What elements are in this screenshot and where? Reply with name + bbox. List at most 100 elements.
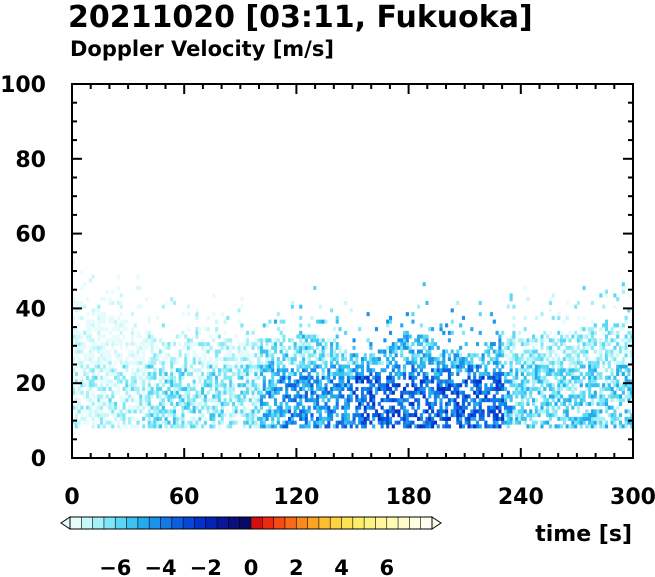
heatmap-cell	[316, 409, 320, 414]
heatmap-cell	[181, 394, 185, 399]
heatmap-cell	[624, 360, 628, 365]
heatmap-cell	[307, 345, 311, 350]
heatmap-cell	[537, 360, 541, 365]
heatmap-cell	[332, 327, 336, 332]
heatmap-cell	[215, 401, 219, 406]
heatmap-cell	[91, 312, 95, 317]
heatmap-cell	[548, 413, 552, 418]
y-tick-label: 20	[15, 372, 46, 397]
heatmap-cell	[74, 390, 78, 395]
heatmap-cell	[209, 386, 213, 391]
heatmap-cell	[304, 398, 308, 403]
heatmap-cell	[456, 353, 460, 358]
heatmap-cell	[369, 368, 373, 373]
heatmap-cell	[161, 390, 165, 395]
heatmap-cell	[74, 330, 78, 335]
heatmap-cell	[506, 342, 510, 347]
heatmap-cell	[80, 271, 84, 276]
heatmap-cell	[198, 409, 202, 414]
heatmap-cell	[133, 342, 137, 347]
heatmap-cell	[599, 394, 603, 399]
heatmap-cell	[344, 398, 348, 403]
heatmap-cell	[560, 375, 564, 380]
heatmap-cell	[97, 409, 101, 414]
heatmap-cell	[136, 360, 140, 365]
heatmap-cell	[189, 398, 193, 403]
heatmap-cell	[150, 420, 154, 425]
heatmap-cell	[170, 375, 174, 380]
heatmap-cell	[293, 398, 297, 403]
heatmap-cell	[158, 375, 163, 380]
heatmap-cell	[411, 379, 415, 384]
heatmap-cell	[391, 379, 395, 384]
heatmap-cell	[212, 338, 216, 343]
heatmap-cell	[548, 368, 552, 373]
heatmap-cell	[568, 353, 572, 358]
heatmap-cell	[217, 375, 221, 380]
heatmap-cell	[450, 364, 454, 369]
heatmap-cell	[245, 386, 250, 391]
heatmap-cell	[220, 416, 224, 421]
heatmap-cell	[108, 353, 112, 358]
heatmap-cell	[178, 368, 182, 373]
heatmap-cell	[158, 386, 163, 391]
heatmap-cell	[380, 383, 384, 388]
heatmap-cell	[150, 394, 154, 399]
heatmap-cell	[506, 360, 510, 365]
heatmap-cell	[136, 401, 140, 406]
heatmap-cell	[153, 413, 157, 418]
heatmap-cell	[411, 353, 415, 358]
heatmap-cell	[229, 368, 233, 373]
heatmap-cell	[187, 357, 191, 362]
chart-title: 20211020 [03:11, Fukuoka]	[68, 0, 533, 35]
heatmap-cell	[386, 413, 390, 418]
heatmap-cell	[189, 416, 193, 421]
heatmap-cell	[523, 327, 527, 332]
heatmap-cell	[304, 368, 308, 373]
heatmap-cell	[551, 338, 555, 343]
heatmap-cell	[459, 353, 463, 358]
heatmap-cell	[560, 334, 564, 339]
heatmap-cell	[142, 349, 146, 354]
heatmap-cell	[187, 304, 191, 309]
heatmap-cell	[302, 360, 306, 365]
heatmap-cell	[108, 297, 112, 302]
heatmap-cell	[299, 409, 303, 414]
heatmap-cell	[590, 424, 595, 429]
heatmap-cell	[226, 364, 230, 369]
heatmap-cell	[187, 420, 191, 425]
heatmap-cell	[442, 379, 446, 384]
heatmap-cell	[405, 398, 409, 403]
heatmap-cell	[122, 327, 126, 332]
heatmap-cell	[273, 390, 278, 395]
heatmap-cell	[565, 424, 569, 429]
heatmap-cell	[599, 353, 603, 358]
heatmap-cell	[576, 379, 581, 384]
heatmap-cell	[229, 424, 233, 429]
heatmap-cell	[616, 383, 620, 388]
heatmap-cell	[422, 409, 426, 414]
heatmap-cell	[307, 353, 311, 358]
heatmap-cell	[425, 338, 429, 343]
heatmap-cell	[610, 413, 614, 418]
heatmap-cell	[433, 368, 437, 373]
heatmap-cell	[588, 338, 592, 343]
heatmap-cell	[299, 349, 303, 354]
heatmap-cell	[161, 342, 165, 347]
heatmap-cell	[248, 398, 252, 403]
heatmap-cell	[209, 357, 213, 362]
heatmap-cell	[226, 345, 230, 350]
heatmap-cell	[229, 394, 233, 399]
heatmap-cell	[529, 338, 533, 343]
heatmap-cell	[105, 379, 109, 384]
heatmap-cell	[198, 420, 202, 425]
heatmap-cell	[231, 420, 235, 425]
heatmap-cell	[593, 416, 597, 421]
heatmap-cell	[436, 379, 440, 384]
heatmap-cell	[175, 390, 179, 395]
heatmap-cell	[243, 368, 247, 373]
heatmap-cell	[97, 405, 101, 410]
heatmap-cell	[596, 371, 600, 377]
heatmap-cell	[296, 401, 300, 406]
heatmap-cell	[195, 383, 199, 388]
